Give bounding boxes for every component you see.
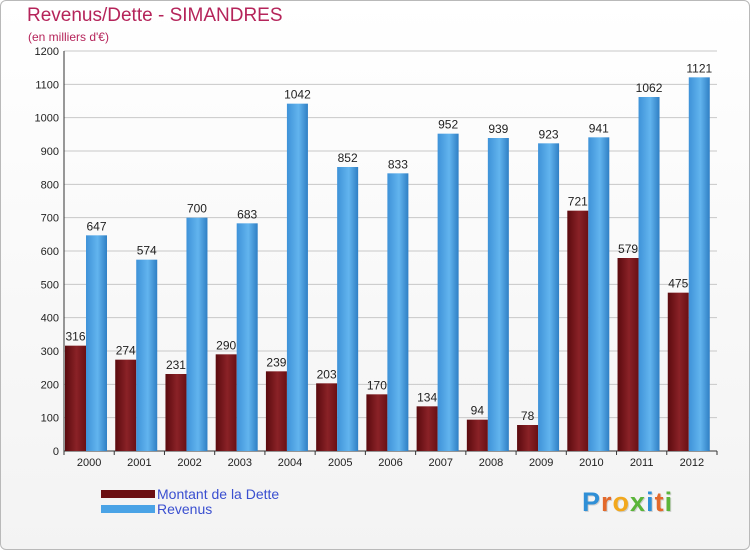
- bar-revenus: [437, 133, 459, 451]
- bar-dette: [667, 292, 689, 451]
- x-tick-label: 2001: [127, 457, 151, 469]
- bar-revenus: [86, 235, 107, 451]
- value-label-dette: 134: [417, 390, 437, 404]
- y-tick-label: 900: [41, 146, 59, 158]
- logo-letter: x: [630, 487, 647, 517]
- legend-label-revenus: Revenus: [157, 500, 213, 517]
- legend-swatch-revenus: [101, 504, 155, 513]
- value-label-revenus: 647: [86, 219, 106, 233]
- bar-revenus: [688, 77, 710, 451]
- bar-dette: [215, 354, 237, 451]
- y-tick-label: 400: [41, 313, 59, 325]
- value-label-revenus: 574: [137, 244, 157, 258]
- y-tick-label: 200: [41, 379, 59, 391]
- bar-dette: [567, 210, 589, 451]
- value-label-dette: 316: [65, 330, 85, 344]
- value-label-dette: 475: [668, 277, 688, 291]
- y-tick-label: 100: [41, 413, 59, 425]
- logo-letter: i: [664, 487, 674, 517]
- y-tick-label: 300: [41, 346, 59, 358]
- bar-dette: [617, 258, 639, 451]
- bar-dette: [265, 371, 287, 451]
- value-label-dette: 78: [521, 409, 535, 423]
- y-tick-label: 1100: [35, 79, 59, 91]
- logo-letter: i: [646, 487, 655, 517]
- value-label-dette: 231: [166, 358, 186, 372]
- bar-revenus: [236, 223, 258, 451]
- bar-dette: [416, 406, 438, 451]
- x-tick-label: 2012: [680, 457, 704, 469]
- value-label-revenus: 941: [589, 121, 609, 135]
- bar-revenus: [186, 217, 208, 451]
- x-tick-label: 2005: [328, 457, 352, 469]
- value-label-dette: 721: [568, 195, 588, 209]
- legend-item-dette: Montant de la Dette: [101, 485, 280, 502]
- y-tick-label: 700: [41, 213, 59, 225]
- value-label-revenus: 923: [539, 127, 559, 141]
- value-label-dette: 94: [471, 404, 485, 418]
- value-label-dette: 170: [367, 378, 387, 392]
- logo-letter: t: [654, 487, 665, 517]
- x-tick-label: 2010: [579, 457, 603, 469]
- bar-dette: [115, 359, 137, 451]
- x-tick-label: 2003: [228, 457, 252, 469]
- bar-revenus: [487, 138, 509, 451]
- chart-title: Revenus/Dette - SIMANDRES: [27, 5, 283, 26]
- value-label-revenus: 833: [388, 157, 408, 171]
- proxiti-logo: Proxiti: [582, 487, 673, 518]
- x-tick-label: 2009: [529, 457, 553, 469]
- value-label-revenus: 1042: [284, 88, 311, 102]
- bar-dette: [316, 383, 338, 451]
- bar-revenus: [638, 97, 660, 451]
- bar-dette: [366, 394, 388, 451]
- y-tick-label: 500: [41, 279, 59, 291]
- legend-label-dette: Montant de la Dette: [157, 485, 280, 502]
- x-tick-label: 2002: [177, 457, 201, 469]
- y-tick-label: 800: [41, 179, 59, 191]
- x-tick-label: 2007: [428, 457, 452, 469]
- bar-dette: [517, 425, 539, 451]
- bar-revenus: [387, 173, 409, 452]
- bar-revenus: [588, 137, 610, 452]
- value-label-revenus: 852: [338, 151, 358, 165]
- y-tick-label: 1200: [35, 46, 59, 58]
- value-label-revenus: 1062: [636, 81, 663, 95]
- bar-revenus: [286, 103, 308, 452]
- value-label-revenus: 952: [438, 118, 458, 132]
- value-label-revenus: 683: [237, 207, 257, 221]
- legend-item-revenus: Revenus: [101, 500, 279, 517]
- bar-chart: 0 100 200 300 400 500 600 700 800 900 1000 1100 1200…: [35, 46, 718, 469]
- legend: Montant de la Dette Revenus: [101, 485, 280, 517]
- x-tick-label: 2004: [278, 457, 302, 469]
- logo-letter: r: [601, 487, 613, 517]
- y-tick-label: 600: [41, 246, 59, 258]
- y-tick-label: 1000: [35, 113, 59, 125]
- chart-subtitle: (en milliers d'€): [28, 30, 109, 44]
- value-label-revenus: 939: [488, 122, 508, 136]
- bar-revenus: [538, 143, 560, 452]
- x-tick-label: 2006: [378, 457, 402, 469]
- bar-dette: [466, 419, 488, 451]
- x-tick-label: 2000: [77, 457, 101, 469]
- value-label-dette: 290: [216, 338, 236, 352]
- logo-letter: P: [582, 487, 602, 517]
- value-label-revenus: 700: [187, 202, 207, 216]
- value-label-dette: 579: [618, 242, 638, 256]
- bar-revenus: [136, 259, 158, 451]
- logo-letter: o: [612, 487, 631, 517]
- bar-dette: [65, 345, 86, 451]
- x-tick-label: 2011: [630, 457, 654, 469]
- value-label-dette: 239: [266, 355, 286, 369]
- y-tick-label: 0: [53, 446, 59, 458]
- legend-swatch-dette: [101, 489, 155, 498]
- bar-dette: [165, 374, 187, 451]
- value-label-revenus: 1121: [686, 61, 712, 75]
- bar-revenus: [337, 167, 359, 451]
- value-label-dette: 274: [116, 344, 136, 358]
- value-label-dette: 203: [317, 367, 337, 381]
- x-tick-label: 2008: [479, 457, 503, 469]
